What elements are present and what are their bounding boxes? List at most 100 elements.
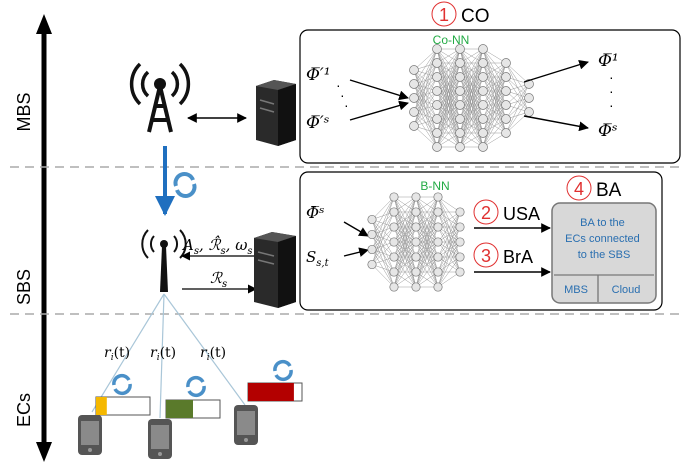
ec-link-label-1: ri(t) <box>104 345 130 363</box>
ec-buffer-fill-2 <box>166 400 193 418</box>
nn-connection <box>482 90 507 148</box>
nn-connection <box>436 118 461 148</box>
nn-node <box>455 44 465 54</box>
sync-icon <box>173 172 197 198</box>
mbs-tower-icon <box>129 62 191 133</box>
nn-connection <box>413 104 438 127</box>
nn-connection <box>371 241 395 265</box>
nn-node <box>501 100 511 110</box>
nn-connection <box>371 196 395 220</box>
ba-panel-text: BA to the ECs connected to the SBS <box>565 217 643 261</box>
nn-connection <box>505 97 530 134</box>
co-nn-label: Co-NN <box>433 33 470 47</box>
sbs-server-icon <box>254 232 296 308</box>
nn-connection <box>413 48 438 113</box>
sbs-antenna-icon <box>141 229 187 292</box>
nn-connection <box>436 104 461 148</box>
ba-input-s: Ss,t <box>306 248 330 269</box>
nn-connection <box>437 241 461 288</box>
nn-connection <box>413 48 438 71</box>
nn-node <box>478 114 488 124</box>
nn-node <box>432 100 442 110</box>
nn-node <box>409 93 419 103</box>
nn-node <box>433 267 443 277</box>
nn-connection <box>415 196 439 243</box>
nn-node <box>432 86 442 96</box>
ec-link-label-2: ri(t) <box>150 345 176 363</box>
ba-input-arrow-1 <box>343 221 369 237</box>
ba-title: BA <box>596 180 622 201</box>
nn-connection <box>459 118 484 148</box>
nn-node <box>367 229 377 240</box>
ec-sync-icon-1 <box>112 373 132 396</box>
ba-panel <box>551 202 657 304</box>
co-badge-number: 1 <box>439 5 449 25</box>
nn-node <box>501 86 511 96</box>
nn-connection <box>371 211 395 265</box>
nn-connection <box>482 62 507 120</box>
nn-connection <box>437 211 461 273</box>
nn-connection <box>505 83 530 120</box>
co-badge <box>431 1 457 27</box>
nn-node <box>455 128 465 138</box>
nn-connection <box>436 48 461 106</box>
nn-connection <box>415 196 439 258</box>
nn-node <box>478 44 488 54</box>
ba-input-phi: Φ̅ˢ <box>306 203 325 222</box>
nn-node <box>367 244 377 255</box>
nn-node <box>455 267 465 277</box>
nn-connection <box>413 76 438 127</box>
ec-link-1 <box>91 293 165 413</box>
nn-node <box>389 282 399 292</box>
nn-connection <box>413 90 438 127</box>
ec-link-2 <box>159 293 165 419</box>
ba-option-cloud: Cloud <box>612 284 641 296</box>
ba-nn-label: B-NN <box>420 179 449 193</box>
nn-node <box>389 207 399 217</box>
nn-node <box>455 222 465 232</box>
nn-node <box>455 86 465 96</box>
ec-link-3 <box>163 293 246 406</box>
ba-option-mbs: MBS <box>564 284 588 296</box>
nn-connection <box>482 104 507 148</box>
nn-connection <box>371 226 395 265</box>
co-output-ellipsis: · <box>609 69 614 85</box>
nn-connection <box>482 62 507 106</box>
nn-connection <box>437 211 461 258</box>
nn-connection <box>459 48 484 78</box>
nn-node <box>433 207 443 217</box>
nn-node <box>411 192 421 202</box>
nn-node <box>433 282 443 292</box>
nn-node <box>432 72 442 82</box>
nn-connection <box>505 111 530 134</box>
ec-buffer-fill-3 <box>248 383 294 401</box>
nn-connection <box>436 48 461 78</box>
co-output-last: Φ̅ˢ <box>598 121 618 141</box>
nn-node <box>367 214 377 225</box>
nn-connection <box>505 62 530 85</box>
nn-node <box>411 267 421 277</box>
nn-connection <box>505 83 530 106</box>
nn-connection <box>459 48 484 106</box>
usa-label: USA <box>503 204 540 224</box>
nn-connection <box>459 90 484 148</box>
nn-connection <box>437 256 461 288</box>
nn-node <box>432 44 442 54</box>
nn-connection <box>437 226 461 288</box>
nn-node <box>478 100 488 110</box>
nn-node <box>389 222 399 232</box>
ba-badge <box>566 175 592 201</box>
nn-connection <box>415 241 439 288</box>
mbs-server-icon <box>256 80 296 146</box>
nn-connection <box>436 90 461 148</box>
co-input-arrow-2 <box>349 100 409 121</box>
nn-connection <box>413 125 438 148</box>
co-neural-network <box>409 44 534 152</box>
co-input-ellipsis-3: · <box>344 97 349 113</box>
nn-node <box>389 267 399 277</box>
nn-node <box>433 222 443 232</box>
nn-node <box>455 207 465 217</box>
usa-badge-number: 2 <box>481 203 491 223</box>
nn-connection <box>459 104 484 148</box>
